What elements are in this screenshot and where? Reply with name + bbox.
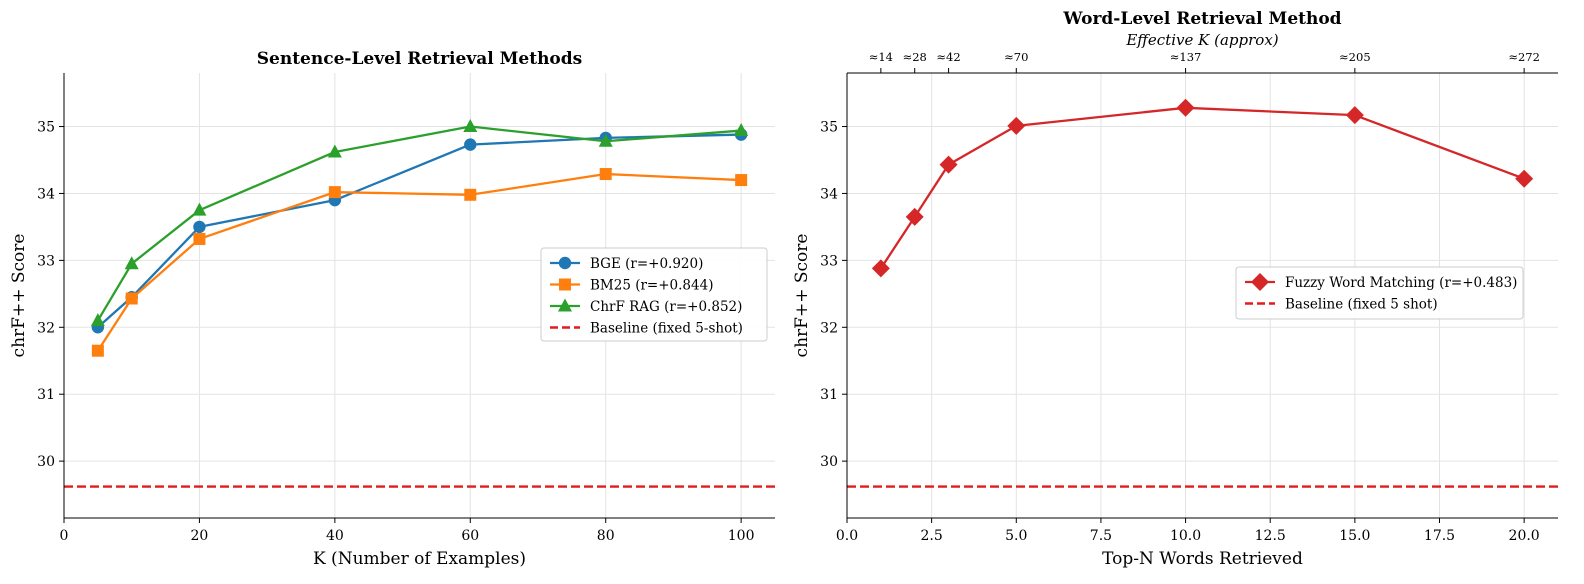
data-point [905, 207, 924, 226]
data-point [328, 186, 341, 199]
x-tick-label: 20 [191, 528, 209, 544]
data-point [599, 168, 612, 181]
sentence-level-chart: 0 20 40 60 80 100 30 31 32 33 34 35 Sentence-Level … [9, 49, 775, 569]
chart-title: Word-Level Retrieval Method [1062, 9, 1341, 29]
series-layer [90, 119, 749, 357]
data-point [193, 220, 206, 234]
legend-marker [558, 298, 572, 312]
top-tick-label: ≈28 [903, 50, 927, 64]
data-point [735, 174, 748, 187]
data-point [871, 259, 890, 278]
word-level-chart: 0.0 2.5 5.0 7.5 10.0 12.5 15.0 17.5 20.0 30 31 32 33… [792, 9, 1558, 569]
x-tick-label: 80 [597, 528, 615, 544]
y-axis-label: chrF++ Score [792, 234, 812, 358]
data-point [1007, 116, 1026, 135]
y-tick-label: 35 [37, 120, 55, 136]
y-tick-label: 33 [820, 253, 838, 269]
data-point [1345, 106, 1364, 125]
data-point [90, 313, 105, 327]
y-tick-label: 33 [37, 253, 55, 269]
top-tick-label: ≈14 [869, 50, 893, 64]
data-point [193, 232, 206, 245]
top-tick-label: ≈272 [1508, 50, 1540, 64]
top-tick-label: ≈137 [1170, 50, 1202, 64]
series-layer [871, 98, 1534, 278]
x-tick-label: 40 [326, 528, 344, 544]
axes: 0 20 40 60 80 100 30 31 32 33 34 35 [37, 73, 775, 544]
x-tick-label: 60 [461, 528, 479, 544]
legend-marker [558, 256, 572, 270]
x-tick-label: 0.0 [836, 528, 858, 544]
data-point [124, 256, 139, 270]
legend: Fuzzy Word Matching (r=+0.483) Baseline (… [1235, 266, 1524, 320]
x-tick-label: 5.0 [1005, 528, 1027, 544]
data-point [91, 344, 104, 357]
y-tick-label: 32 [37, 320, 55, 336]
legend-marker [1251, 273, 1269, 291]
data-point [734, 123, 749, 137]
y-tick-label: 34 [820, 186, 838, 202]
y-tick-label: 31 [37, 387, 55, 403]
x-tick-label: 15.0 [1339, 528, 1370, 544]
x-tick-label: 7.5 [1090, 528, 1112, 544]
legend-entry-label: Baseline (fixed 5-shot) [590, 321, 743, 337]
legend-box [1235, 266, 1524, 320]
legend-entry-label: Baseline (fixed 5 shot) [1285, 297, 1438, 313]
x-tick-label: 17.5 [1424, 528, 1455, 544]
y-tick-label: 30 [820, 454, 838, 470]
x-tick-label: 20.0 [1509, 528, 1540, 544]
y-axis-label: chrF++ Score [9, 234, 29, 358]
data-point [1176, 98, 1195, 117]
axes: 0.0 2.5 5.0 7.5 10.0 12.5 15.0 17.5 20.0 30 31 32 33… [820, 50, 1558, 544]
top-axis-label: Effective K (approx) [1125, 31, 1278, 49]
legend-marker [559, 278, 571, 291]
y-tick-label: 31 [820, 387, 838, 403]
top-tick-label: ≈70 [1004, 50, 1028, 64]
y-tick-label: 30 [37, 454, 55, 470]
x-axis-label: Top-N Words Retrieved [1102, 549, 1303, 569]
x-axis-label: K (Number of Examples) [313, 549, 526, 569]
top-tick-label: ≈42 [936, 50, 960, 64]
x-tick-label: 12.5 [1255, 528, 1286, 544]
series-line [879, 106, 1525, 270]
x-tick-label: 100 [728, 528, 755, 544]
legend-entry-label: Fuzzy Word Matching (r=+0.483) [1285, 275, 1517, 291]
legend-entry-label: ChrF RAG (r=+0.852) [590, 299, 742, 315]
chart-title: Sentence-Level Retrieval Methods [257, 49, 582, 69]
data-point [464, 188, 477, 201]
data-point [1515, 169, 1534, 188]
legend-box [540, 247, 768, 342]
legend-entry-label: BM25 (r=+0.844) [590, 278, 713, 294]
y-tick-label: 34 [37, 186, 55, 202]
top-tick-label: ≈205 [1339, 50, 1371, 64]
x-tick-label: 0 [60, 528, 69, 544]
data-point [125, 292, 138, 305]
x-tick-label: 10.0 [1170, 528, 1201, 544]
legend: BGE (r=+0.920) BM25 (r=+0.844) ChrF RAG (r… [540, 247, 768, 342]
x-tick-label: 2.5 [921, 528, 943, 544]
legend-entry-label: BGE (r=+0.920) [590, 256, 703, 272]
y-tick-label: 35 [820, 120, 838, 136]
y-tick-label: 32 [820, 320, 838, 336]
data-point [464, 138, 477, 151]
data-point [463, 119, 478, 133]
data-point [939, 155, 958, 174]
data-point [327, 144, 342, 158]
data-point [598, 133, 613, 147]
data-point [192, 202, 207, 216]
